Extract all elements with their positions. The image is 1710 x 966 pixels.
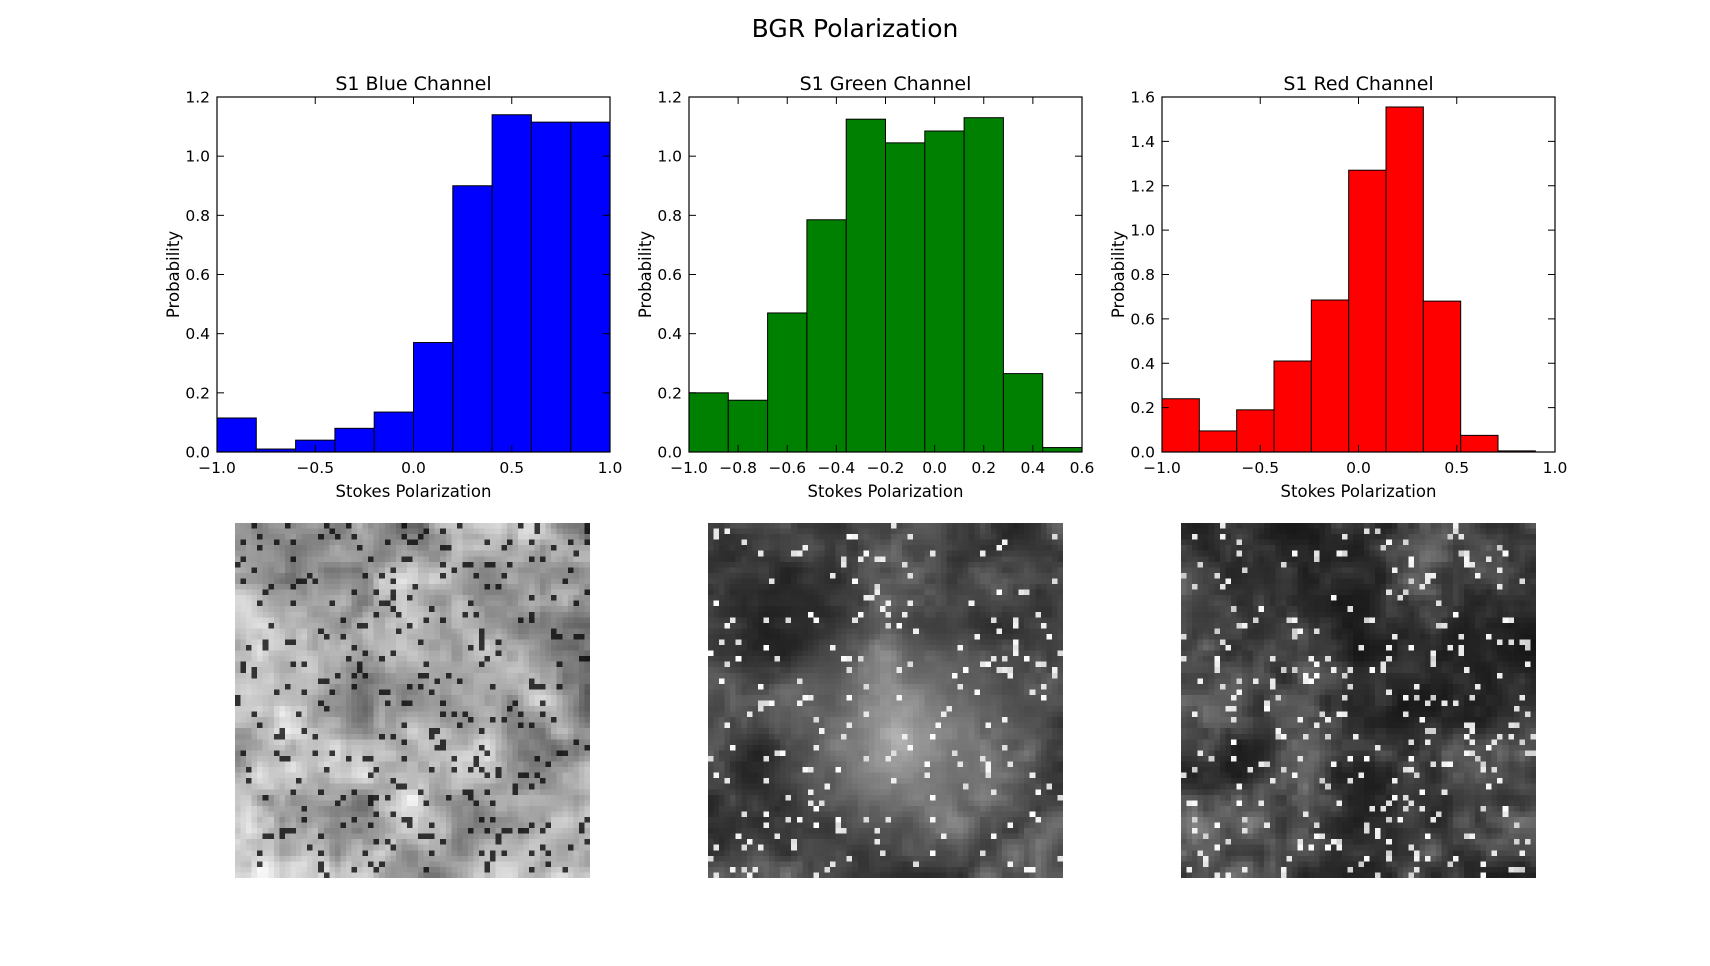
x-tick-label: 0.0 — [401, 459, 426, 477]
x-tick-label: −1.0 — [198, 459, 236, 477]
histogram-bar — [845, 118, 886, 453]
y-tick-label: 0.4 — [657, 325, 682, 343]
green-channel-image — [708, 523, 1063, 878]
chart-title: S1 Green Channel — [800, 73, 972, 95]
blue-histogram-svg: S1 Blue Channel −1.0 −0.5 0.0 0.5 1.0 0.0 0.2 0.… — [164, 73, 623, 501]
histogram-bar — [373, 411, 414, 453]
y-tick-label: 0.6 — [657, 266, 682, 284]
red-histogram-panel: S1 Red Channel −1.0 −0.5 0.0 0.5 1.0 0.0 0.2 0.4… — [1102, 60, 1642, 520]
green-channel-canvas — [708, 523, 1063, 878]
histogram-bar — [1273, 360, 1312, 453]
y-tick-label: 0.6 — [185, 266, 210, 284]
x-tick-label: −1.0 — [670, 459, 708, 477]
histogram-bar — [1422, 300, 1462, 453]
histogram-bar — [413, 342, 454, 453]
y-tick-label: 0.0 — [185, 444, 210, 462]
blue-channel-image — [235, 523, 590, 878]
red-channel-image — [1181, 523, 1536, 878]
histogram-bar — [1002, 373, 1044, 453]
y-axis-label: Probability — [164, 231, 183, 318]
histogram-bar — [334, 427, 375, 453]
x-tick-label: 1.0 — [1543, 459, 1568, 477]
histogram-bar — [963, 117, 1004, 453]
histogram-bar — [1460, 434, 1499, 453]
y-tick-label: 1.4 — [1130, 133, 1155, 151]
red-channel-canvas — [1181, 523, 1536, 878]
chart-title: S1 Red Channel — [1283, 73, 1433, 95]
y-tick-label: 0.0 — [1130, 444, 1155, 462]
green-histogram-svg: S1 Green Channel −1.0 −0.8 −0.6 −0.4 −0.2 0.0 0… — [636, 73, 1095, 501]
histogram-bar — [767, 312, 808, 453]
histogram-bar — [1042, 447, 1083, 453]
green-histogram-panel: S1 Green Channel −1.0 −0.8 −0.6 −0.4 −0.2 0.0 0… — [629, 60, 1169, 520]
x-tick-label: −0.5 — [296, 459, 334, 477]
y-tick-label: 1.2 — [1130, 177, 1155, 195]
figure-title: BGR Polarization — [751, 14, 959, 43]
x-tick-label: 0.5 — [1444, 459, 1469, 477]
y-axis-label: Probability — [636, 231, 655, 318]
histogram-bar — [491, 114, 532, 453]
histogram-bar — [1161, 398, 1200, 453]
y-tick-label: 1.2 — [185, 89, 210, 107]
x-tick-label: 0.4 — [1021, 459, 1046, 477]
histogram-bar — [688, 392, 729, 453]
histogram-bar — [452, 185, 493, 453]
histogram-bar — [1310, 299, 1350, 453]
x-tick-label: −1.0 — [1143, 459, 1181, 477]
y-tick-label: 1.0 — [185, 148, 210, 166]
histogram-bar — [806, 219, 847, 453]
y-tick-label: 0.8 — [657, 207, 682, 225]
y-tick-label: 0.2 — [1130, 399, 1155, 417]
y-tick-label: 0.2 — [185, 384, 210, 402]
y-tick-label: 1.0 — [657, 148, 682, 166]
y-tick-label: 0.8 — [1130, 266, 1155, 284]
y-tick-label: 1.2 — [657, 89, 682, 107]
y-tick-label: 0.4 — [185, 325, 210, 343]
histogram-bar — [1385, 106, 1424, 453]
red-histogram-svg: S1 Red Channel −1.0 −0.5 0.0 0.5 1.0 0.0 0.2 0.4… — [1109, 73, 1568, 501]
y-tick-label: 0.6 — [1130, 310, 1155, 328]
y-tick-label: 0.8 — [185, 207, 210, 225]
histogram-bar — [216, 417, 257, 453]
histogram-bar — [1236, 409, 1275, 453]
x-tick-label: −0.2 — [867, 459, 905, 477]
y-tick-label: 1.0 — [1130, 222, 1155, 240]
histogram-bar — [1348, 169, 1387, 453]
x-tick-label: 0.0 — [1346, 459, 1371, 477]
histogram-bar — [924, 130, 965, 453]
histogram-bar — [530, 121, 572, 453]
x-tick-label: 0.6 — [1070, 459, 1095, 477]
chart-title: S1 Blue Channel — [335, 73, 491, 95]
x-tick-label: 0.5 — [499, 459, 524, 477]
x-tick-label: −0.4 — [818, 459, 856, 477]
y-axis-label: Probability — [1109, 231, 1128, 318]
blue-channel-canvas — [235, 523, 590, 878]
histogram-bar — [1198, 430, 1238, 453]
x-axis-label: Stokes Polarization — [336, 482, 492, 501]
x-tick-label: −0.5 — [1241, 459, 1279, 477]
blue-histogram-panel: S1 Blue Channel −1.0 −0.5 0.0 0.5 1.0 0.0 0.2 0.… — [157, 60, 697, 520]
x-tick-label: 0.2 — [971, 459, 996, 477]
x-tick-label: 1.0 — [598, 459, 623, 477]
x-tick-label: −0.8 — [719, 459, 757, 477]
histogram-bar — [727, 399, 769, 453]
x-tick-label: 0.0 — [922, 459, 947, 477]
x-axis-label: Stokes Polarization — [808, 482, 964, 501]
y-tick-label: 1.6 — [1130, 89, 1155, 107]
y-tick-label: 0.4 — [1130, 355, 1155, 373]
x-axis-label: Stokes Polarization — [1281, 482, 1437, 501]
histogram-bar — [885, 142, 926, 453]
y-tick-label: 0.2 — [657, 384, 682, 402]
histogram-bar — [570, 121, 611, 453]
y-tick-label: 0.0 — [657, 444, 682, 462]
x-tick-label: −0.6 — [768, 459, 806, 477]
